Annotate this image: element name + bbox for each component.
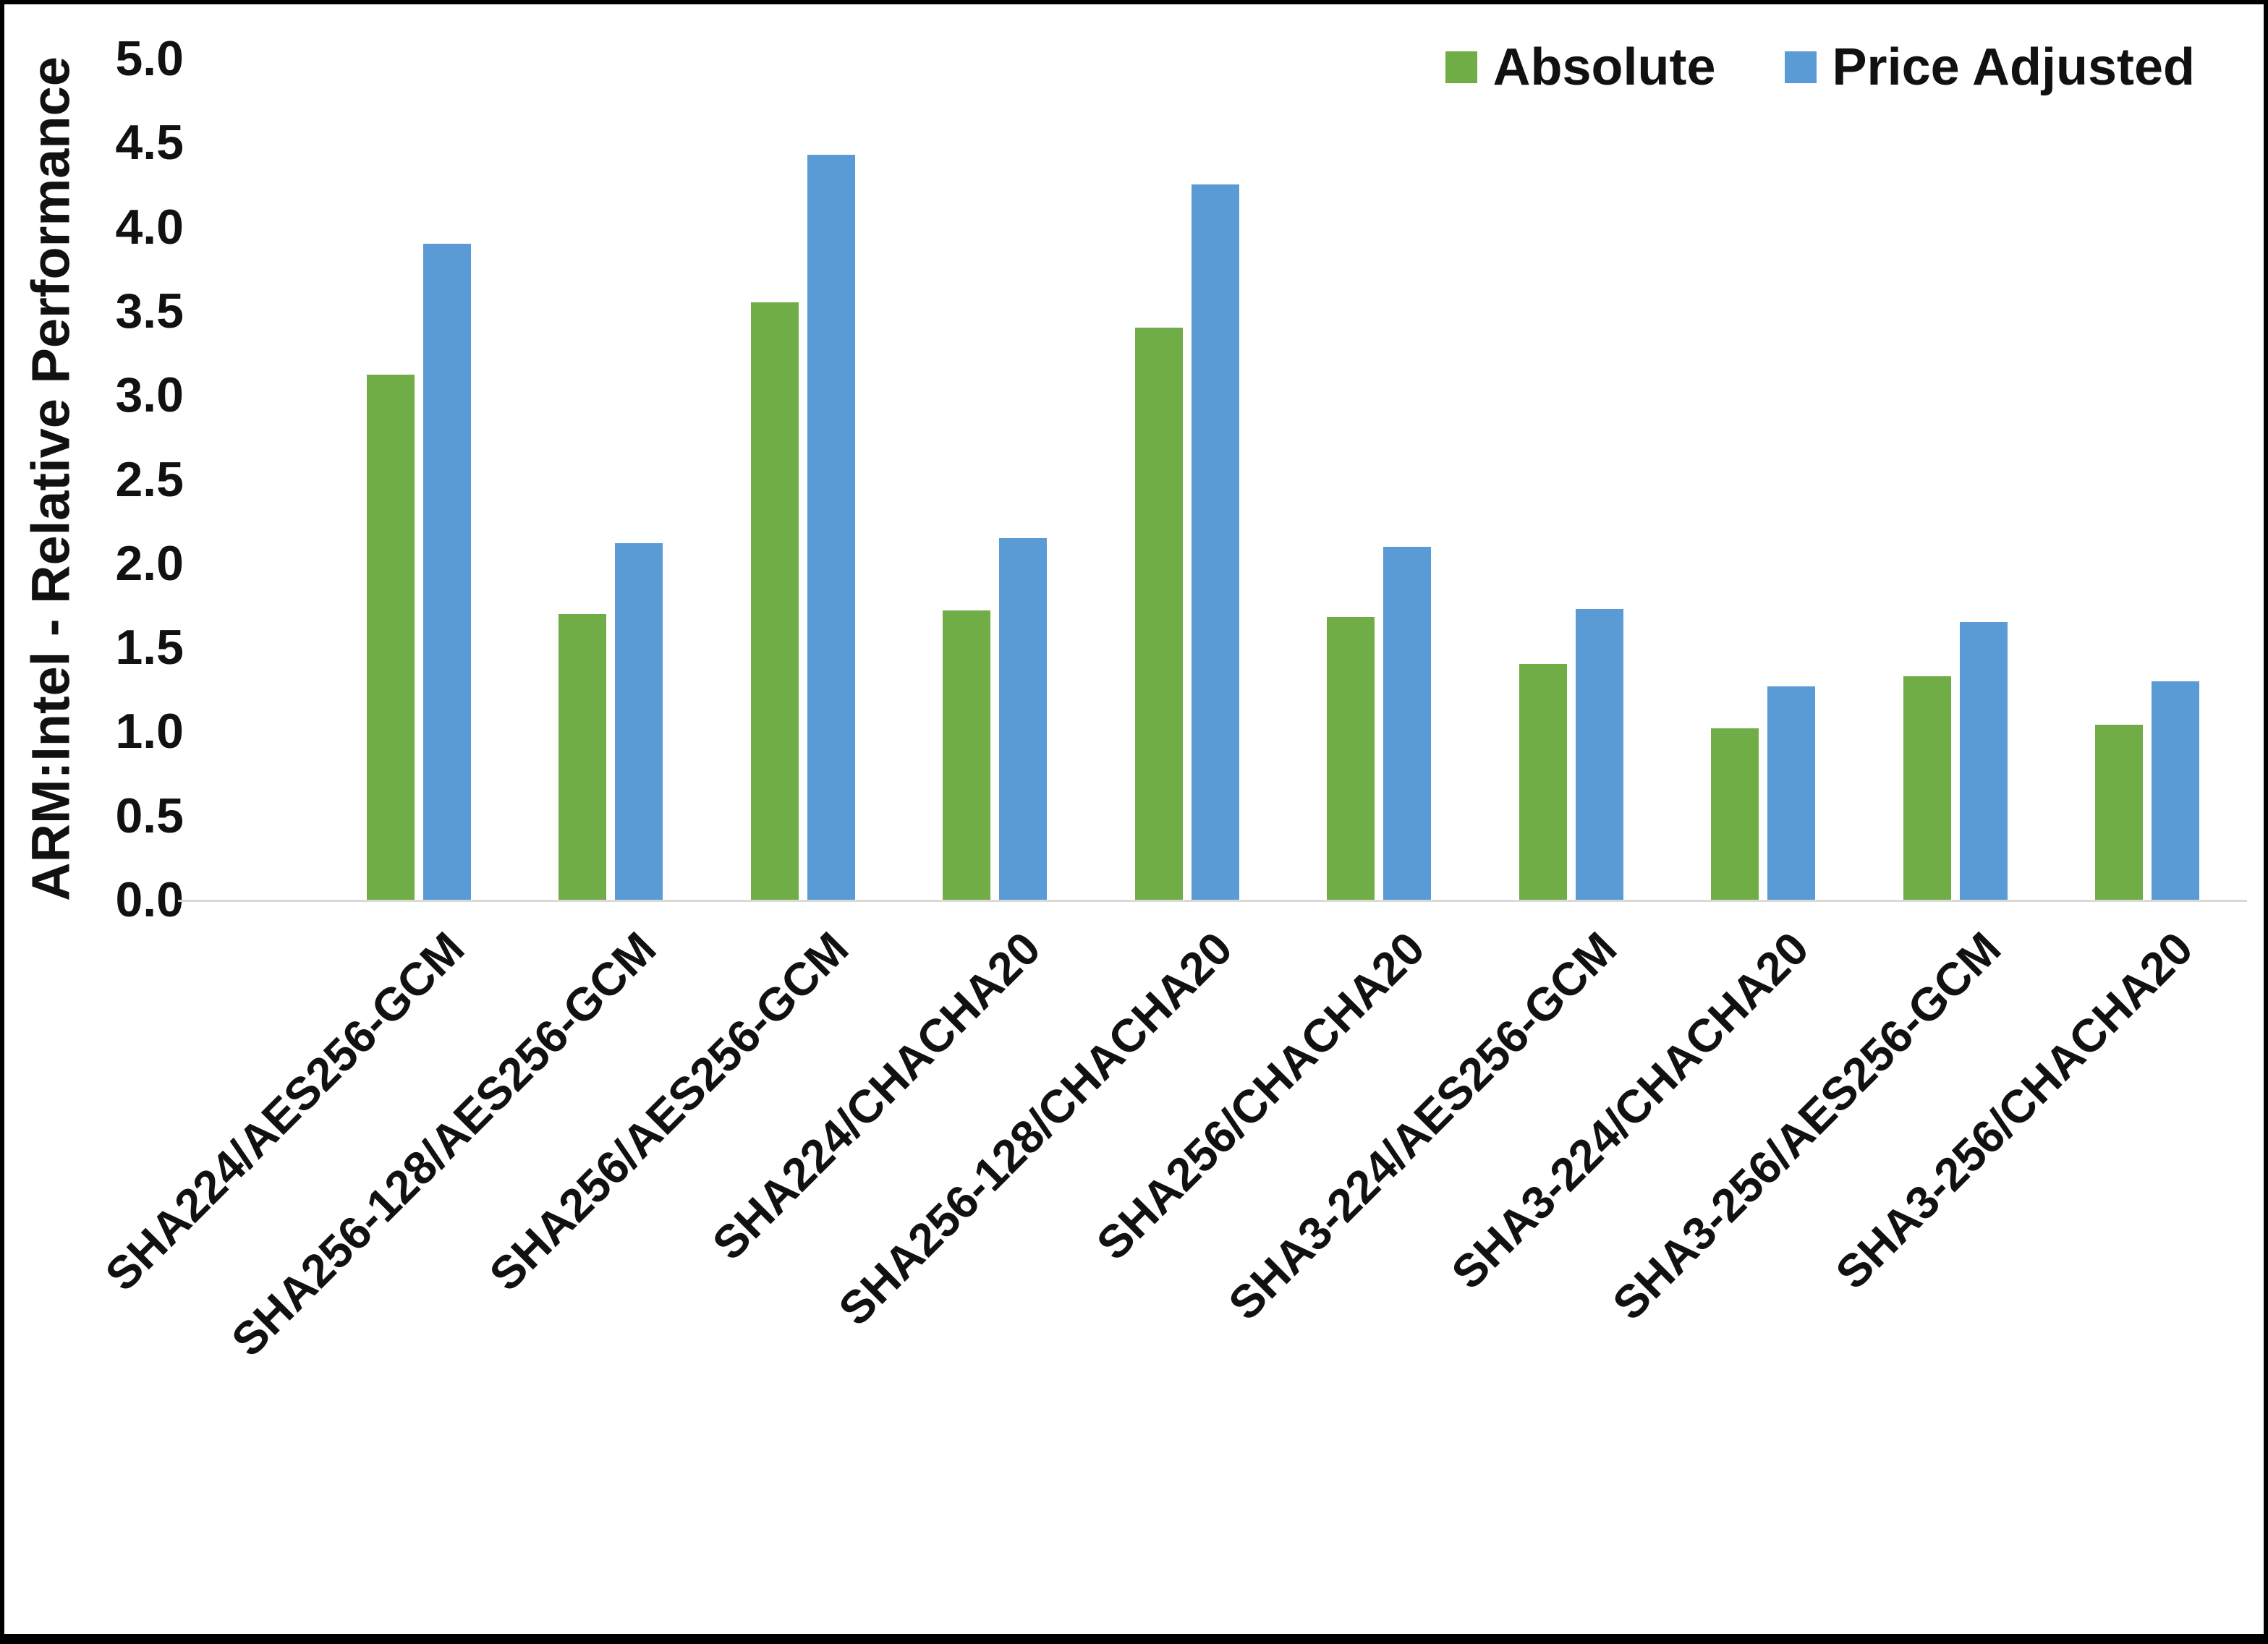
y-tick-label: 4.5 bbox=[115, 115, 184, 171]
y-tick-label: 1.0 bbox=[115, 704, 184, 759]
y-tick-label: 0.0 bbox=[115, 872, 184, 927]
bar-absolute bbox=[1903, 676, 1951, 900]
bar-absolute bbox=[558, 613, 607, 900]
legend-swatch-price-adjusted-icon bbox=[1784, 51, 1817, 83]
legend-item-absolute: Absolute bbox=[1445, 38, 1716, 97]
y-tick-label: 4.0 bbox=[115, 199, 184, 255]
bar-price-adjusted bbox=[1383, 546, 1432, 900]
bar-price-adjusted bbox=[2152, 681, 2200, 900]
bar-price-adjusted bbox=[422, 243, 471, 900]
bar-absolute bbox=[1519, 664, 1567, 900]
y-tick-label: 2.5 bbox=[115, 451, 184, 507]
legend-label-price-adjusted: Price Adjusted bbox=[1832, 38, 2195, 96]
bar-price-adjusted bbox=[615, 542, 663, 900]
bar-absolute bbox=[1134, 328, 1183, 900]
y-tick-label: 3.5 bbox=[115, 283, 184, 338]
y-tick-label: 5.0 bbox=[115, 31, 184, 86]
bar-absolute bbox=[1327, 617, 1375, 900]
bar-absolute bbox=[943, 610, 991, 900]
y-tick-label: 1.5 bbox=[115, 620, 184, 676]
y-tick-label: 3.0 bbox=[115, 367, 184, 423]
bar-price-adjusted bbox=[1575, 608, 1623, 900]
bar-price-adjusted bbox=[1959, 622, 2008, 900]
bar-price-adjusted bbox=[1191, 184, 1239, 900]
bar-price-adjusted bbox=[807, 154, 855, 900]
y-tick-label: 2.0 bbox=[115, 535, 184, 591]
x-axis-line bbox=[178, 900, 2247, 902]
legend-item-price-adjusted: Price Adjusted bbox=[1784, 38, 2195, 97]
legend: Absolute Price Adjusted bbox=[1445, 38, 2195, 97]
plot-area bbox=[4, 4, 2264, 1634]
legend-swatch-absolute-icon bbox=[1445, 51, 1477, 83]
y-tick-label: 0.5 bbox=[115, 788, 184, 843]
bar-price-adjusted bbox=[999, 537, 1048, 900]
bar-absolute bbox=[366, 375, 415, 900]
bar-absolute bbox=[1711, 728, 1759, 900]
bar-absolute bbox=[750, 302, 799, 900]
bar-absolute bbox=[2095, 725, 2144, 900]
bar-price-adjusted bbox=[1767, 686, 1816, 900]
y-axis-ticks: 0.0 0.5 1.0 1.5 2.0 2.5 3.0 3.5 4.0 4.5 5.0 bbox=[4, 4, 2264, 1634]
legend-label-absolute: Absolute bbox=[1492, 38, 1716, 96]
